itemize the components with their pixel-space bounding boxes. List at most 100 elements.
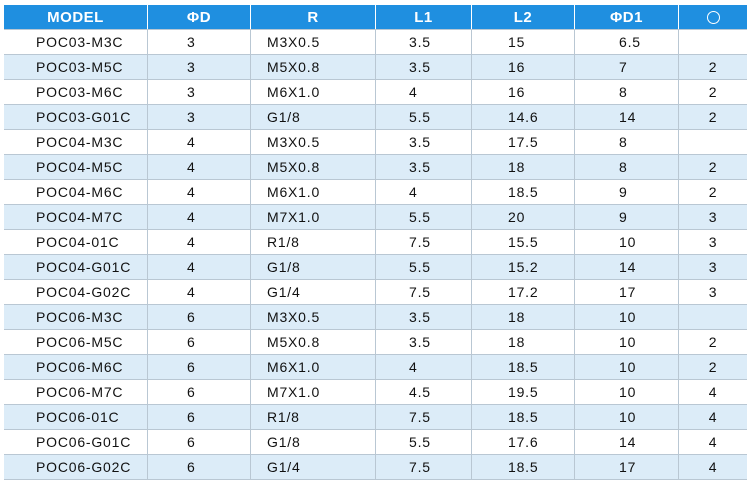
table-row: POC04-G01C 4 G1/8 5.5 15.2 14 3 (4, 254, 747, 279)
cell-l1: 4.5 (376, 379, 472, 404)
cell-l1: 3.5 (376, 129, 472, 154)
cell-r: G1/8 (251, 429, 376, 454)
header-model: MODEL (4, 5, 148, 29)
cell-l2: 16 (472, 79, 575, 104)
cell-r: M6X1.0 (251, 179, 376, 204)
cell-model: POC03-M6C (4, 79, 148, 104)
cell-phi-d1: 17 (575, 279, 679, 304)
table-row: POC04-01C 4 R1/8 7.5 15.5 10 3 (4, 229, 747, 254)
cell-phi-d1: 10 (575, 379, 679, 404)
cell-o-ring: 2 (679, 154, 747, 179)
table-row: POC04-M3C 4 M3X0.5 3.5 17.5 8 (4, 129, 747, 154)
cell-l2: 18 (472, 304, 575, 329)
cell-l2: 18 (472, 154, 575, 179)
cell-o-ring: 2 (679, 79, 747, 104)
cell-model: POC06-G02C (4, 454, 148, 480)
cell-l2: 15 (472, 29, 575, 54)
table-row: POC03-M5C 3 M5X0.8 3.5 16 7 2 (4, 54, 747, 79)
table-row: POC06-G02C 6 G1/4 7.5 18.5 17 4 (4, 454, 747, 480)
cell-o-ring: 3 (679, 229, 747, 254)
circle-icon (706, 11, 720, 25)
cell-l1: 3.5 (376, 329, 472, 354)
cell-r: M5X0.8 (251, 154, 376, 179)
cell-phi-d1: 9 (575, 179, 679, 204)
cell-phi-d1: 14 (575, 104, 679, 129)
table-row: POC03-M3C 3 M3X0.5 3.5 15 6.5 (4, 29, 747, 54)
cell-o-ring (679, 129, 747, 154)
table-row: POC04-G02C 4 G1/4 7.5 17.2 17 3 (4, 279, 747, 304)
cell-phi-d1: 17 (575, 454, 679, 480)
cell-o-ring: 4 (679, 404, 747, 429)
table-row: POC06-M6C 6 M6X1.0 4 18.5 10 2 (4, 354, 747, 379)
cell-l2: 18.5 (472, 179, 575, 204)
cell-phi-d1: 10 (575, 404, 679, 429)
cell-phi-d1: 9 (575, 204, 679, 229)
cell-model: POC03-M3C (4, 29, 148, 54)
cell-model: POC06-M5C (4, 329, 148, 354)
cell-l2: 18 (472, 329, 575, 354)
cell-phi-d: 4 (148, 279, 251, 304)
cell-phi-d: 3 (148, 54, 251, 79)
cell-phi-d1: 10 (575, 229, 679, 254)
cell-model: POC06-M3C (4, 304, 148, 329)
cell-model: POC06-M7C (4, 379, 148, 404)
cell-o-ring: 2 (679, 179, 747, 204)
cell-l1: 3.5 (376, 54, 472, 79)
header-r: R (251, 5, 376, 29)
cell-r: G1/8 (251, 254, 376, 279)
cell-model: POC03-M5C (4, 54, 148, 79)
cell-o-ring (679, 304, 747, 329)
cell-model: POC04-M3C (4, 129, 148, 154)
cell-o-ring: 2 (679, 54, 747, 79)
cell-model: POC04-G02C (4, 279, 148, 304)
cell-phi-d1: 8 (575, 154, 679, 179)
cell-l2: 17.2 (472, 279, 575, 304)
cell-r: M7X1.0 (251, 204, 376, 229)
table-row: POC03-M6C 3 M6X1.0 4 16 8 2 (4, 79, 747, 104)
cell-l2: 15.5 (472, 229, 575, 254)
cell-l2: 18.5 (472, 404, 575, 429)
cell-phi-d1: 8 (575, 79, 679, 104)
cell-model: POC04-M6C (4, 179, 148, 204)
cell-model: POC03-G01C (4, 104, 148, 129)
cell-model: POC04-M5C (4, 154, 148, 179)
cell-o-ring: 2 (679, 329, 747, 354)
table-row: POC04-M6C 4 M6X1.0 4 18.5 9 2 (4, 179, 747, 204)
cell-l1: 3.5 (376, 154, 472, 179)
table-row: POC06-M3C 6 M3X0.5 3.5 18 10 (4, 304, 747, 329)
cell-model: POC04-01C (4, 229, 148, 254)
cell-o-ring: 2 (679, 104, 747, 129)
cell-l1: 3.5 (376, 304, 472, 329)
cell-phi-d: 4 (148, 179, 251, 204)
cell-phi-d: 4 (148, 154, 251, 179)
cell-phi-d1: 8 (575, 129, 679, 154)
cell-r: G1/8 (251, 104, 376, 129)
cell-model: POC06-01C (4, 404, 148, 429)
cell-phi-d1: 10 (575, 329, 679, 354)
cell-phi-d: 4 (148, 129, 251, 154)
cell-r: M5X0.8 (251, 54, 376, 79)
cell-r: M3X0.5 (251, 29, 376, 54)
cell-phi-d: 6 (148, 379, 251, 404)
cell-phi-d: 6 (148, 304, 251, 329)
header-l2: L2 (472, 5, 575, 29)
cell-r: G1/4 (251, 279, 376, 304)
header-phi-d1: ΦD1 (575, 5, 679, 29)
cell-r: M3X0.5 (251, 129, 376, 154)
cell-l1: 7.5 (376, 404, 472, 429)
cell-o-ring: 3 (679, 279, 747, 304)
cell-l1: 5.5 (376, 104, 472, 129)
cell-o-ring: 4 (679, 429, 747, 454)
cell-l1: 5.5 (376, 429, 472, 454)
cell-model: POC06-G01C (4, 429, 148, 454)
table-row: POC06-M5C 6 M5X0.8 3.5 18 10 2 (4, 329, 747, 354)
table-row: POC04-M7C 4 M7X1.0 5.5 20 9 3 (4, 204, 747, 229)
cell-o-ring: 3 (679, 254, 747, 279)
cell-l2: 17.6 (472, 429, 575, 454)
cell-phi-d: 4 (148, 254, 251, 279)
cell-l2: 19.5 (472, 379, 575, 404)
cell-r: M3X0.5 (251, 304, 376, 329)
cell-l1: 4 (376, 79, 472, 104)
cell-model: POC06-M6C (4, 354, 148, 379)
cell-phi-d: 4 (148, 204, 251, 229)
